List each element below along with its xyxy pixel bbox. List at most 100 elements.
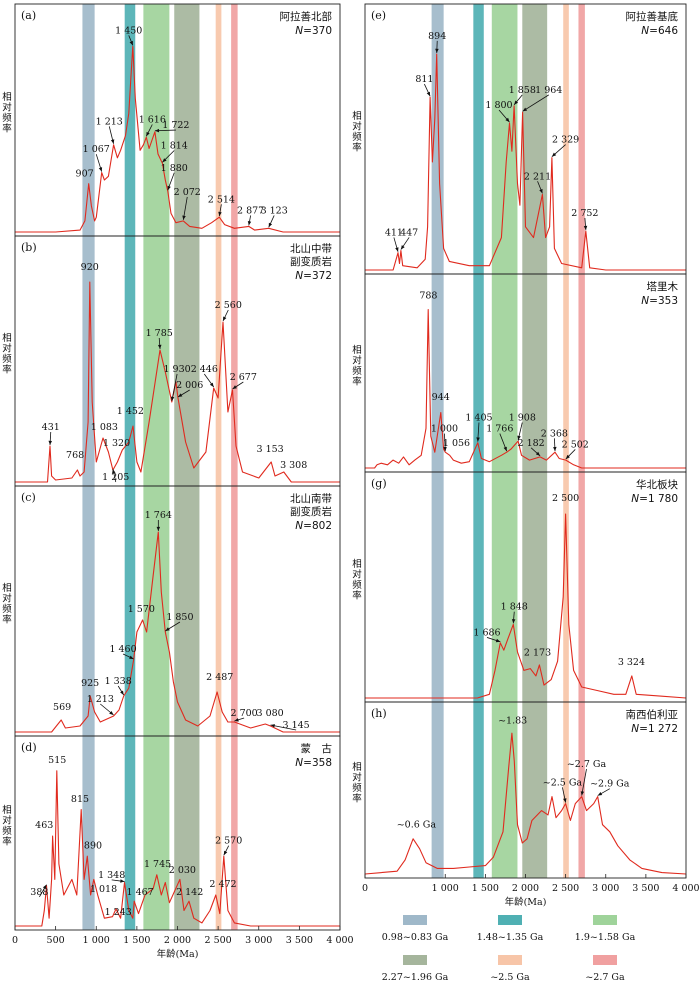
peak-arrowhead-a-5 — [154, 128, 160, 133]
x-tick-label-left-0: 0 — [12, 935, 18, 946]
panel-n-d: N=358 — [295, 757, 332, 769]
peak-label-b-1: 431 — [42, 422, 60, 433]
peak-label-f-6: 1 908 — [509, 412, 536, 423]
peak-label-d-10: 2 030 — [169, 865, 196, 876]
peak-label-a-2: 1 213 — [96, 116, 123, 127]
legend-swatch-3 — [593, 915, 617, 925]
panel-name-b-1: 副变质岩 — [290, 255, 332, 268]
peak-label-d-0: 515 — [48, 755, 66, 766]
peak-arrowhead-g-1 — [495, 638, 501, 643]
peak-arrowhead-c-4 — [120, 690, 124, 695]
peak-arrowhead-f-4 — [476, 437, 480, 442]
peak-label-g-2: 1 848 — [501, 602, 528, 613]
peak-label-e-1: 811 — [415, 74, 433, 85]
peak-label-c-9: 2 700 — [231, 708, 258, 719]
age-band-e-5 — [578, 4, 585, 274]
age-band-b-5 — [231, 236, 238, 486]
peak-label-e-7: 2 211 — [524, 171, 551, 182]
panel-name-d-0: 蒙 古 — [301, 742, 333, 755]
peak-arrowhead-c-0 — [156, 526, 161, 531]
peak-arrowhead-h-3 — [597, 792, 603, 796]
legend-swatch-6 — [593, 955, 617, 965]
peak-arrowhead-e-6 — [522, 107, 528, 112]
peak-label-g-1: 1 686 — [473, 627, 500, 638]
distribution-curve-a — [15, 45, 340, 233]
peak-arrowhead-e-4 — [505, 117, 510, 123]
x-tick-label-left-8: 4 000 — [326, 935, 353, 946]
x-tick-label-right-6: 3 500 — [632, 883, 659, 894]
peak-label-f-3: 1 056 — [443, 438, 470, 449]
peak-arrowhead-b-5 — [112, 469, 116, 474]
panel-name-g-0: 华北板块 — [636, 478, 678, 491]
peak-arrowhead-b-7 — [158, 344, 162, 349]
peak-arrowhead-f-7 — [535, 451, 541, 456]
age-band-g-4 — [563, 472, 569, 702]
peak-arrowhead-e-1 — [426, 91, 431, 97]
age-band-f-4 — [563, 274, 569, 472]
peak-arrowhead-e-0 — [435, 48, 439, 53]
legend-swatch-4 — [403, 955, 427, 965]
peak-label-d-2: 388 — [30, 887, 48, 898]
peak-label-a-8: 2 072 — [174, 187, 201, 198]
legend-label-6: ~2.7 Ga — [585, 972, 625, 983]
peak-label-h-3: ~2.9 Ga — [590, 779, 630, 790]
age-band-c-5 — [231, 486, 238, 736]
distribution-curve-d — [15, 770, 340, 927]
peak-label-g-3: 2 173 — [524, 648, 551, 659]
peak-label-b-10: 2 446 — [191, 364, 218, 375]
age-band-b-4 — [215, 236, 222, 486]
panel-n-h: N=1 272 — [631, 723, 678, 735]
age-band-h-5 — [578, 702, 585, 878]
curve-layer — [15, 45, 687, 927]
panel-n-e: N=646 — [641, 25, 678, 37]
age-band-c-1 — [124, 486, 136, 736]
panel-name-h-0: 南西伯利亚 — [626, 708, 679, 721]
age-band-a-1 — [124, 4, 136, 236]
age-band-g-3 — [522, 472, 548, 702]
peak-arrowhead-a-6 — [162, 158, 167, 163]
age-band-b-1 — [124, 236, 136, 486]
panel-name-b-0: 北山中带 — [290, 242, 332, 255]
y-axis-label-a: 相对频率 — [2, 91, 12, 135]
age-band-e-4 — [563, 4, 569, 274]
peak-label-b-9: 2 006 — [176, 380, 203, 391]
age-band-f-3 — [522, 274, 548, 472]
age-band-f-5 — [578, 274, 585, 472]
peak-arrowhead-b-10 — [209, 382, 214, 387]
peak-arrowhead-b-12 — [232, 385, 237, 389]
age-band-h-3 — [522, 702, 548, 878]
panel-name-c-0: 北山南带 — [290, 492, 332, 505]
x-tick-label-left-6: 3 000 — [245, 935, 272, 946]
peak-arrowhead-f-5 — [503, 446, 507, 452]
peak-label-g-4: 3 324 — [618, 657, 645, 668]
distribution-curve-f — [365, 309, 686, 469]
age-band-a-4 — [215, 4, 222, 236]
peak-arrowhead-c-9 — [234, 718, 239, 722]
age-band-d-4 — [215, 736, 222, 930]
peak-arrowhead-c-3 — [109, 711, 114, 715]
distribution-curve-c — [15, 531, 340, 733]
x-tick-label-right-7: 4 000 — [672, 883, 699, 894]
panel-letter-d: (d) — [21, 741, 37, 754]
peak-arrowhead-d-7 — [120, 879, 125, 883]
peak-arrowhead-f-6 — [517, 435, 521, 441]
age-band-a-2 — [143, 4, 170, 236]
panel-letter-g: (g) — [371, 477, 387, 490]
peak-label-f-5: 1 766 — [486, 424, 513, 435]
peak-label-e-4: 1 800 — [485, 100, 512, 111]
peak-label-g-0: 2 500 — [552, 493, 579, 504]
panel-letter-c: (c) — [21, 491, 36, 504]
peak-label-c-2: 925 — [81, 678, 99, 689]
peak-arrowhead-a-10 — [247, 221, 252, 226]
age-band-b-3 — [174, 236, 200, 486]
panel-name-e-0: 阿拉善基底 — [626, 10, 679, 23]
age-band-b-2 — [143, 236, 170, 486]
peak-arrowhead-e-9 — [583, 225, 588, 231]
age-band-layer — [82, 4, 585, 930]
age-band-e-1 — [473, 4, 484, 274]
peak-arrowhead-a-3 — [129, 40, 133, 46]
peak-arrow-c-11 — [270, 724, 297, 731]
legend-swatch-1 — [403, 915, 427, 925]
peak-label-c-6: 1 570 — [128, 604, 155, 615]
